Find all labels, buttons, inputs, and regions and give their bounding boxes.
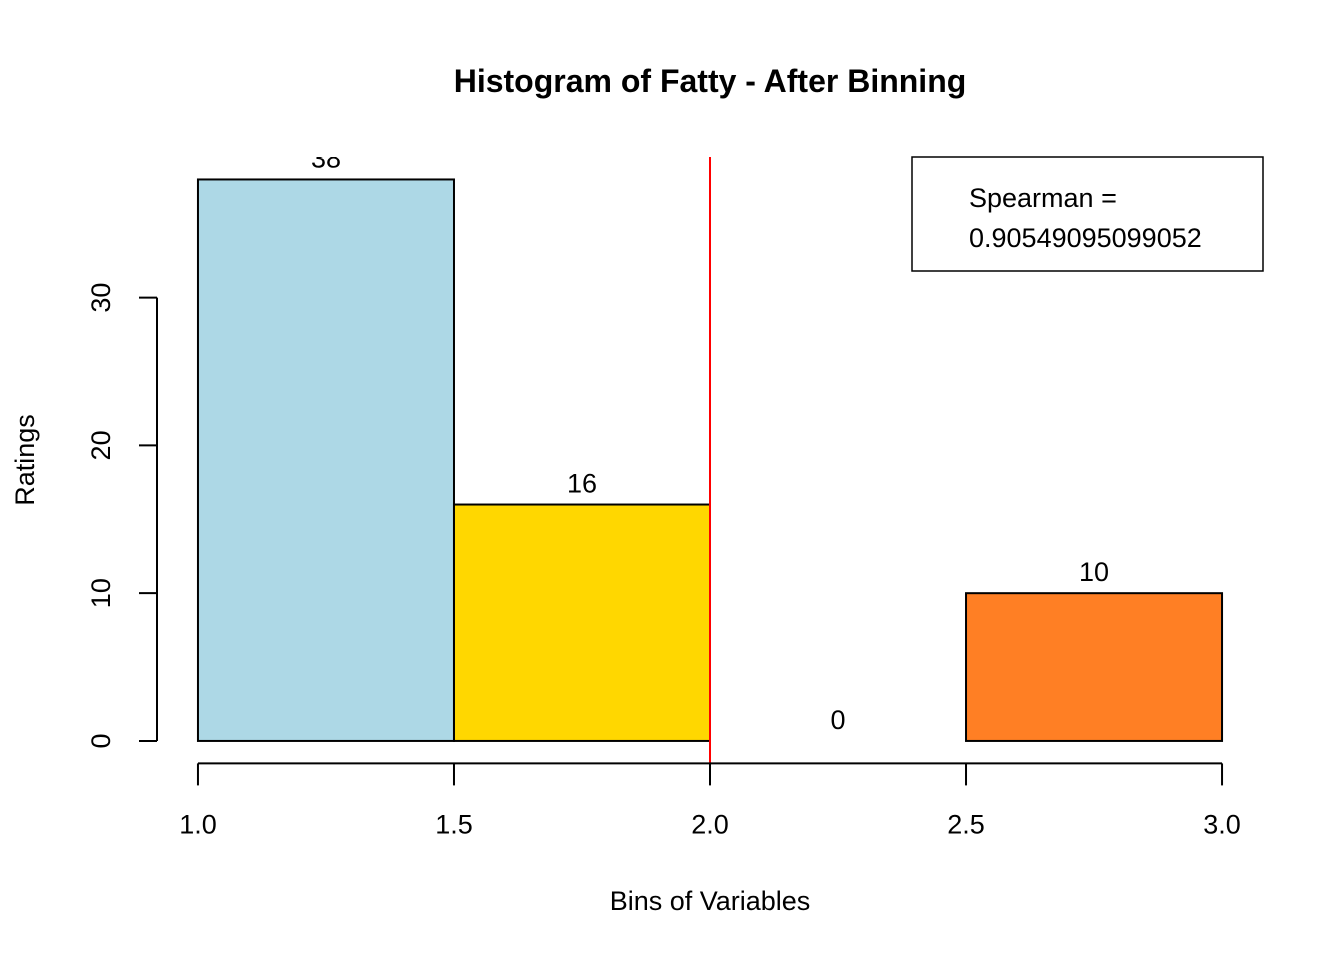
data-label: 10 bbox=[1079, 557, 1109, 587]
data-label: 38 bbox=[311, 143, 341, 173]
legend-box bbox=[911, 156, 1264, 272]
legend-text: Spearman = bbox=[969, 183, 1117, 213]
x-axis-label: Bins of Variables bbox=[610, 886, 811, 916]
x-tick-label: 2.5 bbox=[947, 809, 985, 839]
y-tick-label: 0 bbox=[86, 733, 116, 748]
plot-area: 38 16 0 10 bbox=[196, 143, 1224, 764]
x-tick-label: 1.0 bbox=[179, 809, 217, 839]
y-tick-label: 20 bbox=[86, 430, 116, 460]
axes: 1.0 1.5 2.0 2.5 3.0 0 10 20 30 Spearman = 0.905490… bbox=[86, 156, 1264, 839]
y-axis-label: Ratings bbox=[10, 414, 40, 506]
x-tick-label: 1.5 bbox=[435, 809, 473, 839]
y-tick-label: 30 bbox=[86, 283, 116, 313]
x-tick-label: 3.0 bbox=[1203, 809, 1241, 839]
chart-title: Histogram of Fatty - After Binning bbox=[454, 63, 967, 99]
bar bbox=[452, 503, 711, 742]
bar bbox=[965, 592, 1224, 742]
bar bbox=[196, 178, 455, 742]
data-label: 0 bbox=[830, 705, 845, 735]
legend-text: 0.90549095099052 bbox=[969, 223, 1202, 253]
x-tick-label: 2.0 bbox=[691, 809, 729, 839]
y-tick-label: 10 bbox=[86, 578, 116, 608]
data-label: 16 bbox=[567, 469, 597, 499]
